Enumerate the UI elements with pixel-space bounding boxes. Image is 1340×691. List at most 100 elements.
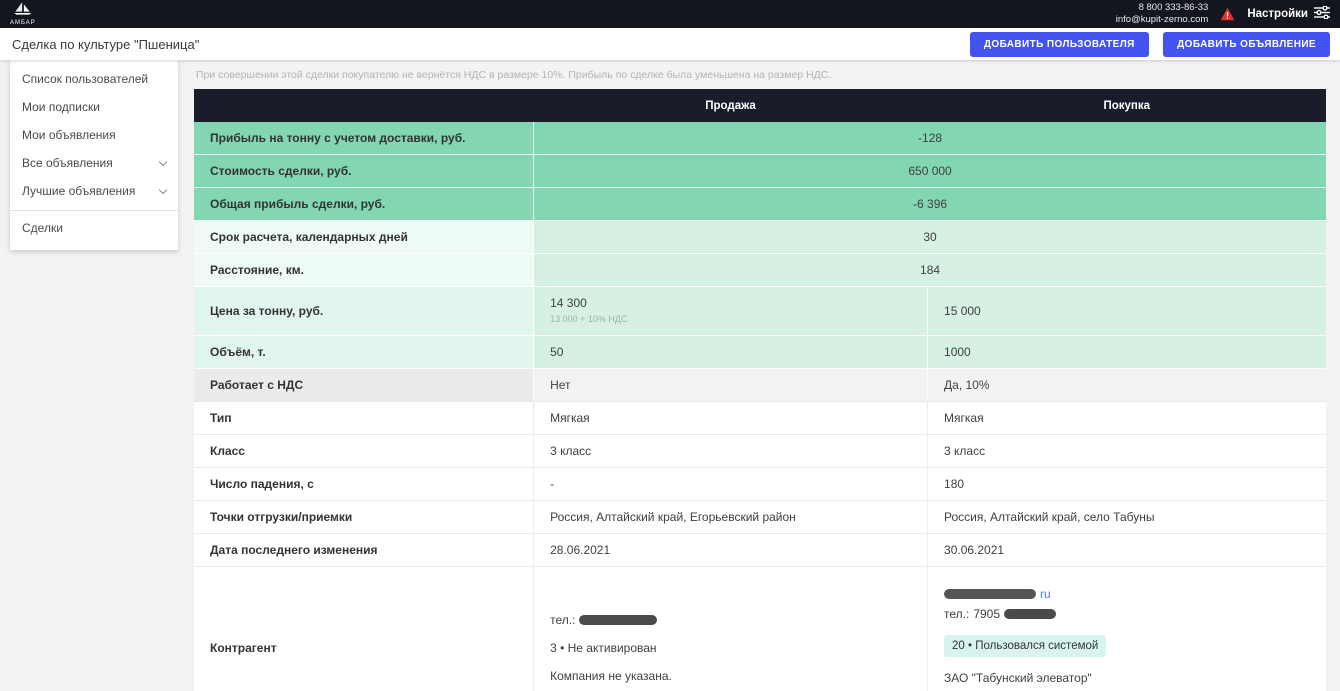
sliders-icon bbox=[1314, 5, 1330, 22]
main-content: При совершении этой сделки покупателю не… bbox=[194, 60, 1326, 691]
price-breakdown: 13 000 + 10% НДС bbox=[550, 314, 628, 324]
table-row: Срок расчета, календарных дней 30 bbox=[194, 220, 1326, 254]
table-row: Дата последнего изменения 28.06.2021 30.… bbox=[194, 533, 1326, 567]
settings-menu[interactable]: Настройки bbox=[1247, 5, 1330, 22]
purchase-cell: Россия, Алтайский край, село Табуны bbox=[927, 500, 1326, 534]
purchase-cell: Мягкая bbox=[927, 401, 1326, 435]
sale-column-header: Продажа bbox=[533, 89, 928, 122]
row-label: Дата последнего изменения bbox=[194, 533, 534, 567]
warning-triangle-icon bbox=[1220, 7, 1235, 21]
logo-text: АМБАР bbox=[10, 20, 36, 26]
table-row: Общая прибыль сделки, руб. -6 396 bbox=[194, 187, 1326, 221]
table-row: Расстояние, км. 184 bbox=[194, 253, 1326, 287]
sidebar-item-deals[interactable]: Сделки bbox=[10, 214, 178, 242]
row-label: Срок расчета, календарных дней bbox=[194, 220, 534, 254]
row-label: Расстояние, км. bbox=[194, 253, 534, 287]
sale-cell: - bbox=[533, 467, 928, 501]
sale-cell: Нет bbox=[533, 368, 928, 402]
sidebar-item-label: Мои подписки bbox=[22, 100, 100, 114]
table-row: Прибыль на тонну с учетом доставки, руб.… bbox=[194, 122, 1326, 155]
purchase-cell: 3 класс bbox=[927, 434, 1326, 468]
purchase-column-header: Покупка bbox=[927, 89, 1326, 122]
page-title: Сделка по культуре "Пшеница" bbox=[12, 36, 200, 52]
sidebar-item-label: Лучшие объявления bbox=[22, 184, 136, 198]
row-label: Цена за тонну, руб. bbox=[194, 286, 534, 336]
sale-cell: 3 класс bbox=[533, 434, 928, 468]
sidebar-item-label: Все объявления bbox=[22, 156, 113, 170]
price-value: 14 300 bbox=[550, 296, 587, 310]
buyer-phone: тел.: 7905 bbox=[944, 607, 1310, 621]
row-value: 650 000 bbox=[533, 154, 1326, 188]
purchase-cell: 15 000 bbox=[927, 286, 1326, 336]
redacted-phone bbox=[1004, 609, 1057, 619]
sailboat-icon bbox=[14, 2, 32, 19]
contractor-purchase-cell: ru тел.: 7905 20 • Пользовался системой … bbox=[927, 566, 1326, 691]
add-user-button[interactable]: ДОБАВИТЬ ПОЛЬЗОВАТЕЛЯ bbox=[969, 31, 1149, 57]
sale-cell: Россия, Алтайский край, Егорьевский райо… bbox=[533, 500, 928, 534]
seller-activation-status: 3 • Не активирован bbox=[550, 640, 657, 655]
purchase-cell: 180 bbox=[927, 467, 1326, 501]
table-row: Точки отгрузки/приемки Россия, Алтайский… bbox=[194, 500, 1326, 534]
row-label: Прибыль на тонну с учетом доставки, руб. bbox=[194, 122, 534, 155]
purchase-cell: 30.06.2021 bbox=[927, 533, 1326, 567]
redacted-email bbox=[944, 589, 1037, 599]
redacted-phone bbox=[579, 614, 658, 625]
seller-phone: тел.: bbox=[550, 613, 911, 627]
contractor-row: Контрагент тел.: 3 • Не активирован Комп… bbox=[194, 566, 1326, 691]
sidebar-item-all-listings[interactable]: Все объявления bbox=[10, 149, 178, 177]
sale-cell: Мягкая bbox=[533, 401, 928, 435]
deal-table: Продажа Покупка Прибыль на тонну с учето… bbox=[194, 89, 1326, 691]
table-header-row: Продажа Покупка bbox=[194, 89, 1326, 122]
row-label: Общая прибыль сделки, руб. bbox=[194, 187, 534, 221]
label-column-header bbox=[194, 89, 534, 122]
add-listing-button[interactable]: ДОБАВИТЬ ОБЪЯВЛЕНИЕ bbox=[1163, 31, 1330, 57]
row-value: -128 bbox=[533, 122, 1326, 155]
row-value: 30 bbox=[533, 220, 1326, 254]
contact-block: 8 800 333-86-33 info@kupit-zerno.com bbox=[1116, 2, 1209, 26]
logo[interactable]: АМБАР bbox=[10, 2, 36, 26]
sidebar-divider bbox=[10, 210, 178, 211]
sidebar-item-label: Список пользователей bbox=[22, 72, 149, 86]
support-phone: 8 800 333-86-33 bbox=[1138, 2, 1209, 13]
sidebar-item-user-list[interactable]: Список пользователей bbox=[10, 65, 178, 93]
sale-cell: 28.06.2021 bbox=[533, 533, 928, 567]
topbar: АМБАР 8 800 333-86-33 info@kupit-zerno.c… bbox=[0, 0, 1340, 28]
buyer-company: ЗАО "Табунский элеватор" bbox=[944, 671, 1092, 685]
row-label: Точки отгрузки/приемки bbox=[194, 500, 534, 534]
chevron-down-icon bbox=[158, 157, 168, 166]
row-label: Тип bbox=[194, 401, 534, 435]
contractor-sale-cell: тел.: 3 • Не активирован Компания не ука… bbox=[533, 566, 928, 691]
sale-cell: 50 bbox=[533, 335, 928, 369]
settings-label: Настройки bbox=[1247, 8, 1308, 20]
purchase-cell: Да, 10% bbox=[927, 368, 1326, 402]
row-label: Стоимость сделки, руб. bbox=[194, 154, 534, 188]
row-label: Класс bbox=[194, 434, 534, 468]
email-link[interactable]: ru bbox=[1040, 587, 1051, 601]
page-header: Сделка по культуре "Пшеница" ДОБАВИТЬ ПО… bbox=[0, 28, 1340, 60]
sidebar-item-label: Мои объявления bbox=[22, 128, 116, 142]
table-row: Объём, т. 50 1000 bbox=[194, 335, 1326, 369]
row-label: Число падения, с bbox=[194, 467, 534, 501]
table-row: Тип Мягкая Мягкая bbox=[194, 401, 1326, 435]
sidebar-item-best-listings[interactable]: Лучшие объявления bbox=[10, 177, 178, 205]
sidebar-item-my-listings[interactable]: Мои объявления bbox=[10, 121, 178, 149]
sidebar: Список пользователей Мои подписки Мои об… bbox=[10, 60, 178, 250]
table-row: Число падения, с - 180 bbox=[194, 467, 1326, 501]
buyer-email: ru bbox=[944, 587, 1310, 601]
table-row: Стоимость сделки, руб. 650 000 bbox=[194, 154, 1326, 188]
row-value: 184 bbox=[533, 253, 1326, 287]
row-label: Работает с НДС bbox=[194, 368, 534, 402]
table-row: Цена за тонну, руб. 14 300 13 000 + 10% … bbox=[194, 286, 1326, 336]
table-row: Работает с НДС Нет Да, 10% bbox=[194, 368, 1326, 402]
sidebar-item-my-subscriptions[interactable]: Мои подписки bbox=[10, 93, 178, 121]
sidebar-item-label: Сделки bbox=[22, 221, 63, 235]
vat-note: При совершении этой сделки покупателю не… bbox=[196, 69, 832, 81]
chevron-down-icon bbox=[158, 185, 168, 194]
sale-cell: 14 300 13 000 + 10% НДС bbox=[533, 286, 928, 336]
row-label: Контрагент bbox=[194, 566, 534, 691]
table-row: Класс 3 класс 3 класс bbox=[194, 434, 1326, 468]
purchase-cell: 1000 bbox=[927, 335, 1326, 369]
system-usage-badge: 20 • Пользовался системой bbox=[944, 635, 1107, 657]
row-label: Объём, т. bbox=[194, 335, 534, 369]
seller-company: Компания не указана. bbox=[550, 668, 672, 683]
